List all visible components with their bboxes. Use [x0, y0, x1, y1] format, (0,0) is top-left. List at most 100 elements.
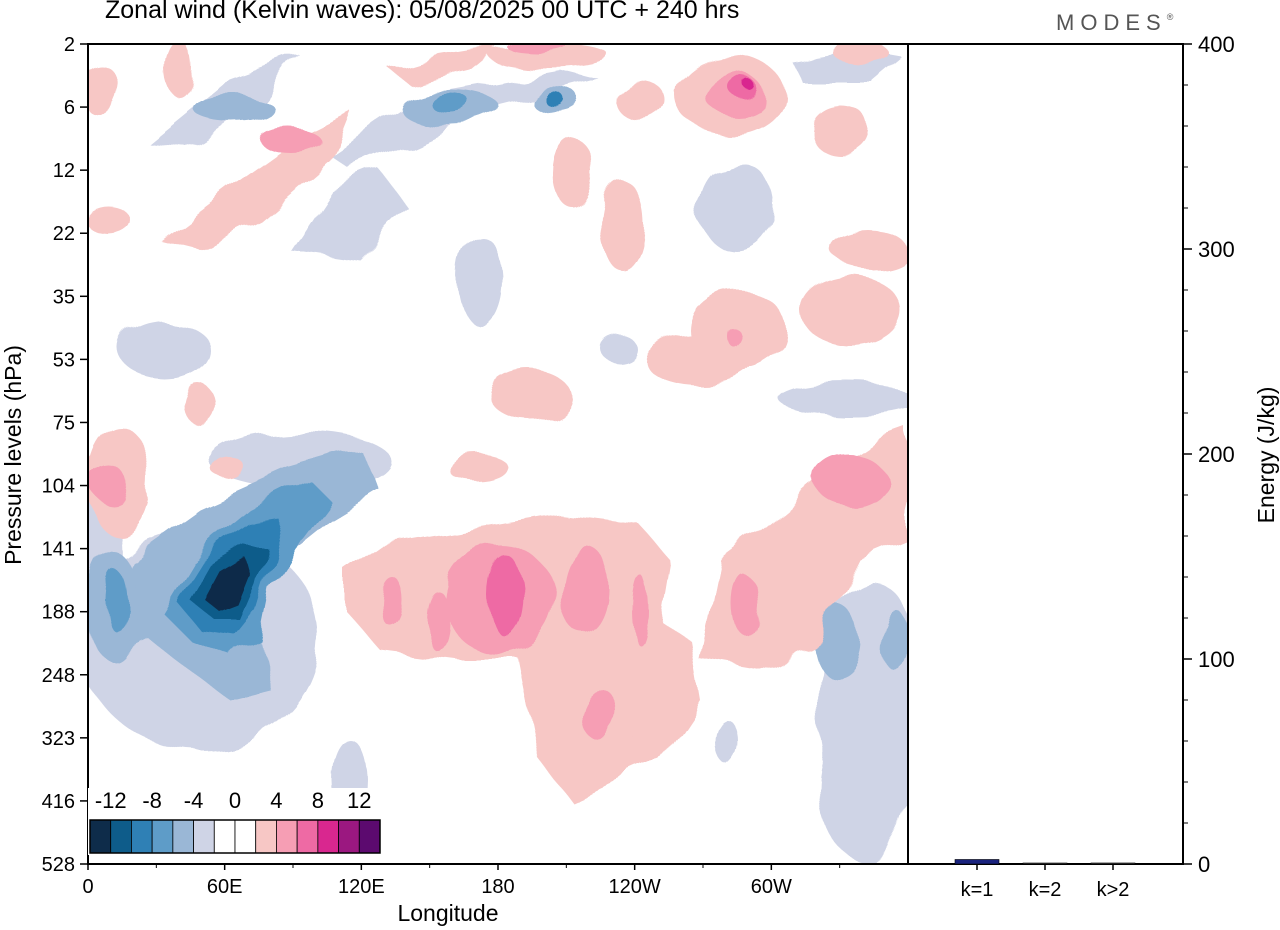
contour-region — [214, 458, 246, 482]
y-tick-label: 141 — [42, 539, 75, 561]
energy-tick-label: 400 — [1198, 32, 1235, 57]
contour-region — [290, 170, 410, 260]
contour-region — [88, 65, 120, 115]
x-tick-label: 60E — [207, 876, 243, 898]
y-tick-label: 12 — [53, 160, 75, 182]
bar-category-label: k>2 — [1097, 879, 1130, 901]
contour-region — [487, 555, 523, 635]
x-tick-label: 0 — [82, 876, 93, 898]
contour-region — [731, 330, 743, 350]
colorbar-label: 4 — [270, 788, 282, 813]
y-tick-label: 248 — [42, 665, 75, 687]
colorbar-frame — [89, 819, 381, 854]
contour-region — [490, 370, 570, 420]
energy-bar — [1022, 862, 1068, 865]
bar-category-label: k=2 — [1029, 879, 1062, 901]
contour-region — [815, 455, 885, 505]
heatmap-plot — [88, 44, 908, 864]
y-tick-label: 104 — [42, 476, 75, 498]
energy-tick-label: 300 — [1198, 237, 1235, 262]
logo-text: MODES — [1056, 10, 1167, 35]
bar-category-label: k=1 — [961, 879, 994, 901]
contour-region — [645, 335, 755, 385]
colorbar-label: 0 — [229, 788, 241, 813]
y-tick-label: 188 — [42, 602, 75, 624]
contour-region — [747, 83, 757, 93]
contour-region — [560, 545, 610, 635]
contour-region — [713, 718, 737, 762]
contour-region — [166, 44, 194, 98]
y-tick-label: 35 — [53, 286, 75, 308]
contour-region — [195, 96, 275, 124]
y-tick-label: 6 — [64, 97, 75, 119]
contour-region — [555, 140, 595, 210]
y-tick-label: 75 — [53, 412, 75, 434]
y-tick-label: 2 — [64, 34, 75, 56]
contour-region — [600, 334, 636, 362]
colorbar-swatch — [296, 819, 319, 854]
y-tick-label: 416 — [42, 791, 75, 813]
contour-region — [810, 105, 870, 155]
energy-tick-label: 100 — [1198, 647, 1235, 672]
y-axis-label: Pressure levels (hPa) — [0, 345, 26, 565]
contour-region — [545, 93, 565, 107]
contour-region — [92, 467, 128, 503]
colorbar-label: 8 — [312, 788, 324, 813]
energy-bar-chart: 0 100 200 300 400 Energy (J/kg) k=1 k=2 k>2 — [907, 32, 1279, 901]
colorbar-label: -4 — [184, 788, 204, 813]
colorbar-label: -8 — [142, 788, 162, 813]
colorbar-swatch — [172, 819, 194, 854]
colorbar-swatch — [255, 819, 277, 854]
colorbar-swatch — [234, 819, 257, 854]
contour-region — [425, 590, 449, 650]
contour-region — [205, 557, 250, 612]
colorbar-swatch — [317, 819, 339, 854]
colorbar: -12 -8 -4 0 4 8 12 — [88, 788, 382, 855]
energy-bar — [1090, 862, 1136, 865]
colorbar-swatch — [193, 819, 215, 854]
x-tick-label: 120W — [609, 876, 661, 898]
contour-region — [450, 456, 510, 484]
contour-region — [505, 44, 565, 51]
energy-tick-label: 0 — [1198, 852, 1210, 877]
y-tick-label: 53 — [53, 349, 75, 371]
colorbar-swatch — [131, 819, 153, 854]
contour-region — [632, 575, 648, 645]
contour-region — [390, 45, 500, 85]
contour-region — [733, 575, 757, 635]
colorbar-swatch — [358, 819, 381, 854]
x-tick-label: 180 — [481, 876, 514, 898]
contour-region — [458, 235, 502, 325]
contour-region — [430, 93, 470, 113]
contour-region — [600, 180, 644, 270]
logo-registered-mark: ® — [1166, 12, 1174, 22]
y-tick-label: 22 — [53, 223, 75, 245]
colorbar-swatch — [110, 819, 132, 854]
contour-region — [378, 575, 402, 625]
y-tick-label: 323 — [42, 728, 75, 750]
contour-region — [881, 610, 908, 670]
energy-tick-label: 200 — [1198, 442, 1235, 467]
colorbar-swatch — [89, 819, 112, 854]
colorbar-swatch — [213, 819, 236, 854]
colorbar-swatch — [276, 819, 298, 854]
energy-axis-label: Energy (J/kg) — [1253, 387, 1279, 524]
contour-region — [780, 384, 908, 416]
contour-region — [697, 160, 773, 250]
chart-title: Zonal wind (Kelvin waves): 05/08/2025 00… — [105, 0, 740, 24]
contour-region — [832, 44, 888, 62]
contour-region — [820, 720, 908, 860]
colorbar-label: -12 — [95, 788, 127, 813]
x-tick-label: 60W — [751, 876, 792, 898]
contour-region — [184, 385, 216, 425]
colorbar-swatch — [151, 819, 174, 854]
contour-region — [800, 275, 900, 345]
contour-region — [120, 320, 210, 380]
colorbar-swatch — [338, 819, 360, 854]
contour-region — [580, 690, 620, 740]
y-tick-label: 528 — [42, 854, 75, 876]
x-tick-label: 120E — [338, 876, 385, 898]
contour-region — [105, 570, 125, 630]
